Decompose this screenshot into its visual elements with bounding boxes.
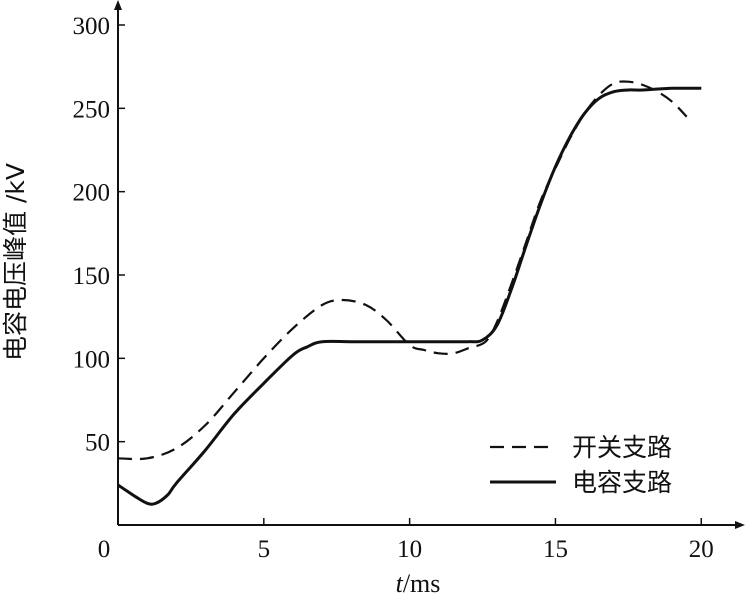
y-tick-label: 150 (73, 263, 111, 290)
x-axis-label-unit: /ms (403, 569, 441, 597)
x-tick-label: 10 (397, 536, 422, 563)
series-lines (117, 80, 702, 506)
series-line-switch-branch (117, 80, 688, 461)
svg-text:t/ms: t/ms (396, 569, 441, 597)
ticks: 0 5 10 15 20 50 100 150 200 250 300 (73, 13, 714, 563)
x-tick-label: 5 (258, 536, 271, 563)
x-tick-label: 15 (543, 536, 568, 563)
x-tick-label: 0 (98, 536, 111, 563)
y-axis-label: 电容电压峰值 /kV (1, 163, 30, 361)
y-tick-label: 200 (73, 180, 111, 207)
y-tick-label: 250 (73, 96, 111, 123)
x-axis-label: t/ms (396, 569, 441, 598)
legend-label-capacitor-branch: 电容支路 (572, 468, 672, 497)
y-tick-label: 100 (73, 346, 111, 373)
x-axis-label-symbol: t (396, 569, 404, 597)
y-tick-label: 50 (85, 430, 110, 457)
legend: 开关支路 电容支路 (490, 433, 672, 497)
axes (114, 0, 745, 529)
x-tick-label: 20 (689, 536, 714, 563)
y-tick-label: 300 (73, 13, 111, 40)
series-line-capacitor-branch (117, 86, 702, 506)
legend-label-switch-branch: 开关支路 (572, 433, 672, 462)
